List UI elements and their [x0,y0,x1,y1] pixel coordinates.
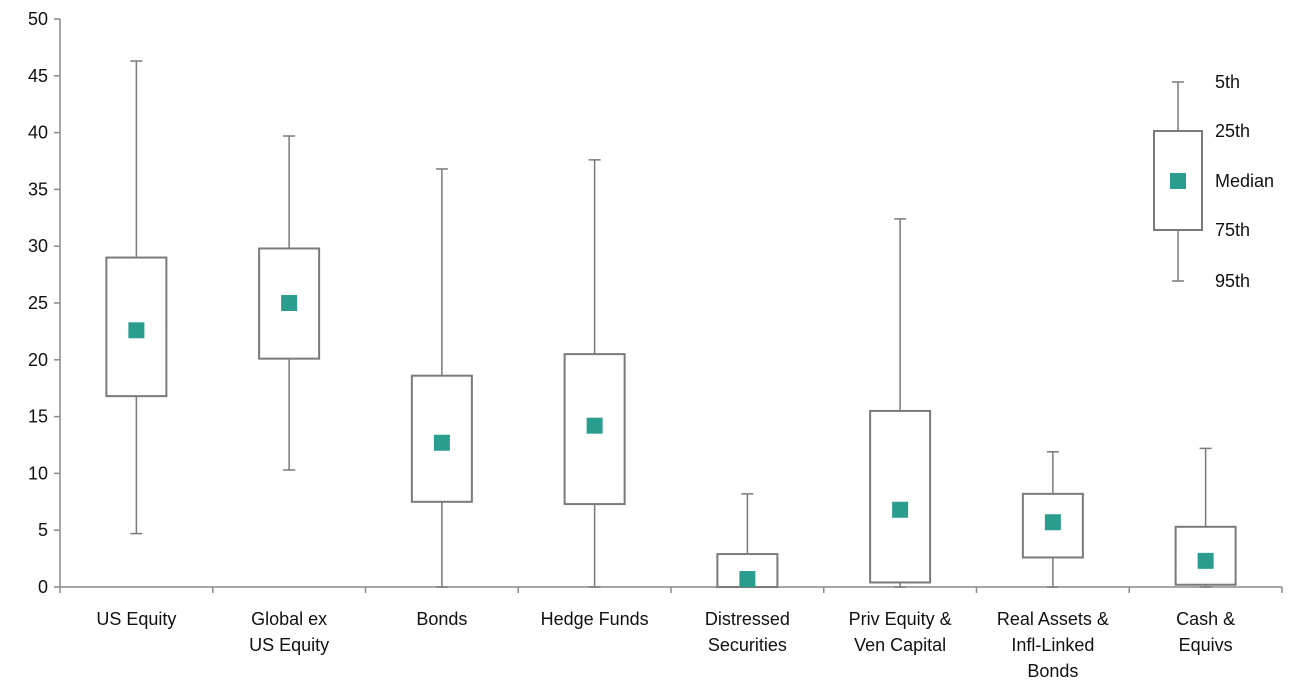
box-group [563,159,626,588]
y-tick-label: 45 [28,66,48,86]
box-group [716,493,779,589]
box-series [105,60,1237,589]
median-marker [1044,514,1061,531]
box-group [410,168,473,588]
x-category-label: Global ex US Equity [249,609,329,655]
x-category-label: Bonds [416,609,467,629]
x-category-label: Real Assets & Infl-Linked Bonds [997,609,1109,681]
x-category-label-line: Securities [708,635,787,655]
x-category-label-line: US Equity [96,609,176,629]
y-tick-label: 0 [38,577,48,597]
y-tick-label: 10 [28,463,48,483]
legend-label: Median [1215,171,1274,191]
median-marker [128,322,145,339]
x-category-label-line: Infl-Linked [1011,635,1094,655]
x-category-label: Cash & Equivs [1176,609,1235,655]
legend-median-marker [1170,173,1186,189]
x-category-label: US Equity [96,609,176,629]
box-group [869,218,932,588]
y-tick-label: 30 [28,236,48,256]
x-category-label-line: Priv Equity & [849,609,952,629]
legend: 5th 25th Median 75th 95th [1153,72,1274,291]
x-category-label-line: Global ex [251,609,327,629]
x-category-label-line: Bonds [416,609,467,629]
y-axis-ticks: 0 5 10 15 20 25 30 35 40 45 50 [28,9,60,597]
median-marker [281,295,298,311]
x-category-label-line: Hedge Funds [541,609,649,629]
box-iqr [410,374,473,503]
box-group [105,60,168,535]
y-tick-label: 40 [28,123,48,143]
x-category-label-line: Real Assets & [997,609,1109,629]
y-tick-label: 15 [28,407,48,427]
x-axis-labels: US Equity Global ex US Equity Bonds Hedge Fu… [96,609,1235,681]
box-group [1174,447,1237,588]
x-category-label-line: Distressed [705,609,790,629]
x-category-label: Priv Equity & Ven Capital [849,609,952,655]
y-tick-label: 25 [28,293,48,313]
box-iqr [869,409,932,584]
legend-label: 95th [1215,271,1250,291]
median-marker [433,434,450,451]
median-marker [739,571,756,588]
box-group [1021,451,1084,588]
x-category-label-line: Ven Capital [854,635,946,655]
box-group [258,135,321,471]
axes [59,19,1283,593]
x-category-label: Distressed Securities [705,609,790,655]
x-category-label-line: US Equity [249,635,329,655]
legend-label: 75th [1215,220,1250,240]
x-category-label-line: Cash & [1176,609,1235,629]
y-tick-label: 20 [28,350,48,370]
median-marker [586,417,603,434]
x-category-label: Hedge Funds [541,609,649,629]
y-tick-label: 50 [28,9,48,29]
y-tick-label: 35 [28,179,48,199]
y-tick-label: 5 [38,520,48,540]
legend-label: 5th [1215,72,1240,92]
x-category-label-line: Equivs [1179,635,1233,655]
x-category-label-line: Bonds [1027,661,1078,681]
median-marker [892,501,909,518]
legend-label: 25th [1215,121,1250,141]
median-marker [1197,552,1214,569]
